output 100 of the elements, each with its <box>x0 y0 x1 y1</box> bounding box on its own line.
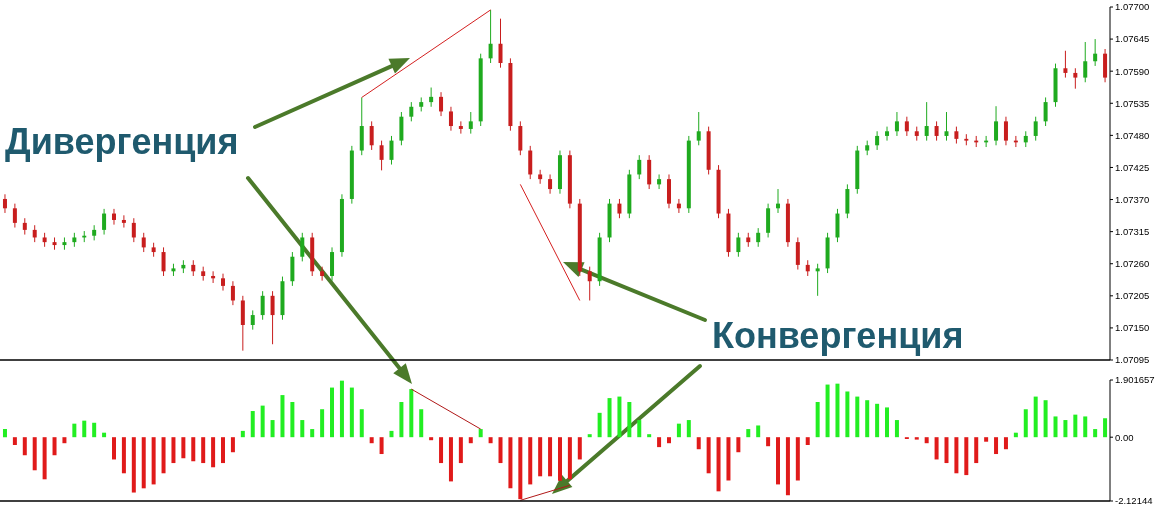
candlestick <box>300 232 305 262</box>
candlestick <box>330 246 335 282</box>
bar <box>161 437 166 474</box>
bar <box>379 437 384 455</box>
bar <box>290 402 295 438</box>
candlestick <box>379 140 384 171</box>
bar <box>369 437 374 444</box>
candlestick <box>994 105 999 146</box>
bar <box>676 423 681 438</box>
bar <box>429 437 434 441</box>
bar <box>894 420 899 438</box>
candlestick <box>389 135 394 166</box>
bar <box>230 437 235 453</box>
candlestick <box>458 120 463 135</box>
bar <box>1083 416 1088 438</box>
candlestick <box>111 208 116 226</box>
candlestick <box>429 87 434 108</box>
bar <box>2 429 7 438</box>
bar <box>984 437 989 442</box>
bar <box>766 437 771 447</box>
bar <box>72 423 77 438</box>
bar <box>409 389 414 438</box>
candlestick <box>528 145 533 180</box>
bar <box>805 437 810 446</box>
bar <box>92 422 97 438</box>
bar <box>468 437 473 444</box>
candlestick <box>1043 96 1048 127</box>
bar <box>389 430 394 438</box>
bar <box>478 429 483 438</box>
bar <box>845 391 850 438</box>
y-tick-label: 1.07150 <box>1115 322 1150 334</box>
candlestick <box>221 273 226 292</box>
candlestick <box>924 101 929 142</box>
bar <box>736 437 741 453</box>
bar <box>191 437 196 462</box>
bar <box>627 402 632 438</box>
candlestick <box>270 290 275 345</box>
bar <box>865 400 870 438</box>
bar <box>637 420 642 438</box>
bar <box>885 407 890 438</box>
bar <box>657 437 662 448</box>
candlestick <box>409 101 414 122</box>
candlestick <box>1093 38 1098 67</box>
bar <box>1093 429 1098 438</box>
candlestick <box>587 266 592 301</box>
bar <box>954 437 959 474</box>
bar <box>617 396 622 438</box>
bar <box>557 437 562 481</box>
candlestick <box>141 232 146 253</box>
y-tick-label: 1.07700 <box>1115 1 1150 13</box>
bar <box>339 380 344 438</box>
y-tick-label: 1.07645 <box>1115 33 1150 45</box>
bar <box>776 437 781 485</box>
candlestick <box>756 227 761 248</box>
candlestick <box>250 309 255 331</box>
bar <box>1073 414 1078 438</box>
y-tick-label: 0.00 <box>1115 431 1134 443</box>
y-tick-label: 1.07315 <box>1115 226 1150 238</box>
candlestick <box>1063 50 1068 79</box>
candlestick <box>696 111 701 146</box>
candlestick <box>548 173 553 195</box>
bar <box>488 437 493 444</box>
bar <box>141 437 146 489</box>
candlestick <box>637 154 642 180</box>
bar <box>201 437 206 464</box>
y-tick-label: 1.07535 <box>1115 97 1150 109</box>
bar <box>538 437 543 477</box>
candlestick <box>835 208 840 243</box>
bar <box>518 437 523 500</box>
bar <box>577 437 582 460</box>
candlestick <box>1033 116 1038 142</box>
bar <box>1023 409 1028 438</box>
bar <box>528 437 533 485</box>
bar <box>974 437 979 464</box>
bar <box>567 437 572 480</box>
bar <box>300 420 305 438</box>
bar <box>746 429 751 438</box>
bar <box>498 437 503 464</box>
candlestick <box>885 126 890 142</box>
y-tick-label: 1.07260 <box>1115 258 1150 270</box>
bar <box>458 437 463 464</box>
candlestick <box>1003 116 1008 146</box>
bar <box>448 437 453 482</box>
bar <box>82 420 87 438</box>
bar <box>706 437 711 474</box>
bar <box>934 437 939 460</box>
bar <box>1003 437 1008 450</box>
bar <box>181 437 186 459</box>
bar <box>419 409 424 438</box>
candlestick <box>161 246 166 277</box>
bar <box>260 405 265 438</box>
bar <box>944 437 949 464</box>
bar <box>270 420 275 438</box>
bar <box>1043 400 1048 438</box>
y-tick-label: 1.07425 <box>1115 161 1150 173</box>
bar <box>964 437 969 476</box>
bar <box>131 437 136 493</box>
bar <box>508 437 513 489</box>
candlestick <box>230 280 235 306</box>
bar <box>32 437 37 471</box>
